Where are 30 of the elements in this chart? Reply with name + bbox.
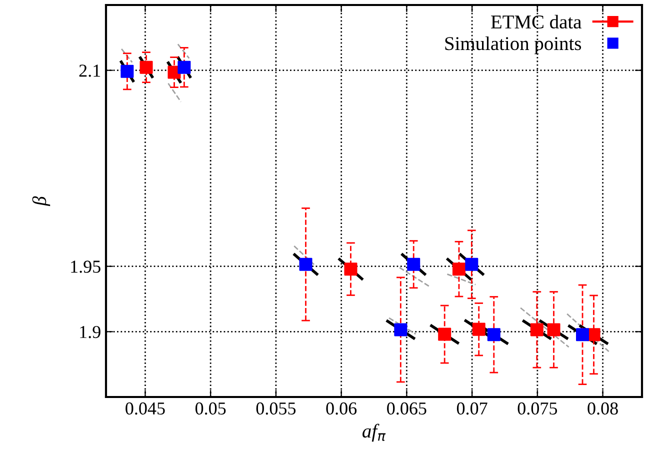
point bbox=[344, 262, 358, 276]
point bbox=[487, 328, 500, 342]
x-tick-label: 0.045 bbox=[126, 402, 165, 415]
x-tick-label: 0.065 bbox=[387, 402, 426, 415]
legend-label: Simulation points bbox=[445, 36, 582, 54]
point bbox=[407, 258, 420, 271]
y-tick-label: 1.9 bbox=[80, 326, 100, 338]
y-tick-label: 2.1 bbox=[79, 64, 100, 77]
point bbox=[140, 60, 153, 74]
point bbox=[394, 323, 408, 336]
x-tick-label: 0.055 bbox=[256, 402, 296, 415]
x-tick-label: 0.05 bbox=[195, 402, 226, 415]
point bbox=[120, 64, 134, 78]
x-axis-title: af$_{π}$ bbox=[362, 424, 386, 442]
x-tick-label: 0.08 bbox=[588, 402, 618, 415]
x-tick-label: 0.06 bbox=[326, 402, 357, 415]
x-tick-label: 0.07 bbox=[456, 402, 488, 415]
legend-label: ETMC data bbox=[491, 14, 582, 29]
y-tick-label: 1.95 bbox=[71, 260, 100, 273]
point bbox=[576, 328, 590, 342]
point bbox=[547, 323, 560, 336]
y-axis-title: β bbox=[32, 196, 50, 206]
x-tick-label: 0.075 bbox=[518, 402, 558, 415]
point bbox=[530, 323, 544, 336]
point bbox=[472, 322, 486, 336]
point bbox=[452, 262, 466, 276]
point bbox=[438, 328, 452, 341]
point bbox=[299, 258, 312, 271]
point bbox=[178, 60, 191, 74]
point bbox=[465, 258, 478, 271]
